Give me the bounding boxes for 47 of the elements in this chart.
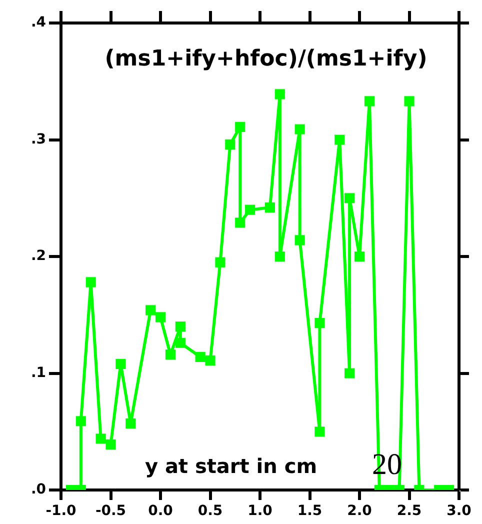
point bbox=[314, 318, 325, 328]
point bbox=[274, 89, 285, 100]
point bbox=[274, 251, 285, 262]
point bbox=[146, 305, 156, 316]
y-tick-label: .4 bbox=[30, 14, 46, 31]
point bbox=[175, 338, 186, 348]
point bbox=[116, 358, 126, 369]
text: (ms1+ify+hfoc)/(ms1+ify) bbox=[104, 46, 428, 72]
point bbox=[165, 350, 176, 360]
y-tick-label: .2 bbox=[30, 248, 46, 264]
x-tick-label: 3.0 bbox=[446, 503, 472, 520]
x-tick-label: -0.5 bbox=[95, 503, 126, 520]
point bbox=[344, 193, 355, 204]
point bbox=[215, 257, 226, 268]
x-tick-label: -1.0 bbox=[46, 503, 77, 520]
y-tick-label: .1 bbox=[30, 364, 46, 381]
point bbox=[235, 122, 246, 132]
point bbox=[314, 426, 325, 437]
point bbox=[76, 416, 86, 426]
point bbox=[225, 139, 236, 150]
point bbox=[205, 355, 216, 366]
point bbox=[354, 251, 365, 262]
point bbox=[404, 96, 414, 106]
point bbox=[195, 352, 206, 362]
point bbox=[334, 134, 345, 145]
point bbox=[344, 368, 355, 378]
point bbox=[86, 277, 96, 288]
y-tick-label: .3 bbox=[30, 131, 46, 148]
point bbox=[175, 322, 186, 332]
x-tick-label: 0.0 bbox=[148, 503, 174, 520]
point bbox=[96, 434, 106, 444]
x-tick-label: 2.0 bbox=[347, 503, 372, 520]
x-tick-label: 2.5 bbox=[396, 503, 422, 520]
point bbox=[294, 124, 305, 134]
y-tick-label: .0 bbox=[30, 482, 46, 498]
point bbox=[294, 235, 305, 246]
point bbox=[364, 96, 374, 106]
point bbox=[106, 439, 116, 450]
point bbox=[264, 202, 275, 212]
point bbox=[155, 312, 166, 322]
point bbox=[235, 218, 246, 228]
x-tick-label: 1.5 bbox=[297, 503, 322, 520]
x-tick-label: 0.5 bbox=[198, 503, 223, 520]
x-tick-label: 1.0 bbox=[248, 503, 273, 520]
point bbox=[245, 204, 256, 215]
point bbox=[126, 418, 136, 428]
x-axis-title: y at start in cm bbox=[144, 454, 318, 478]
